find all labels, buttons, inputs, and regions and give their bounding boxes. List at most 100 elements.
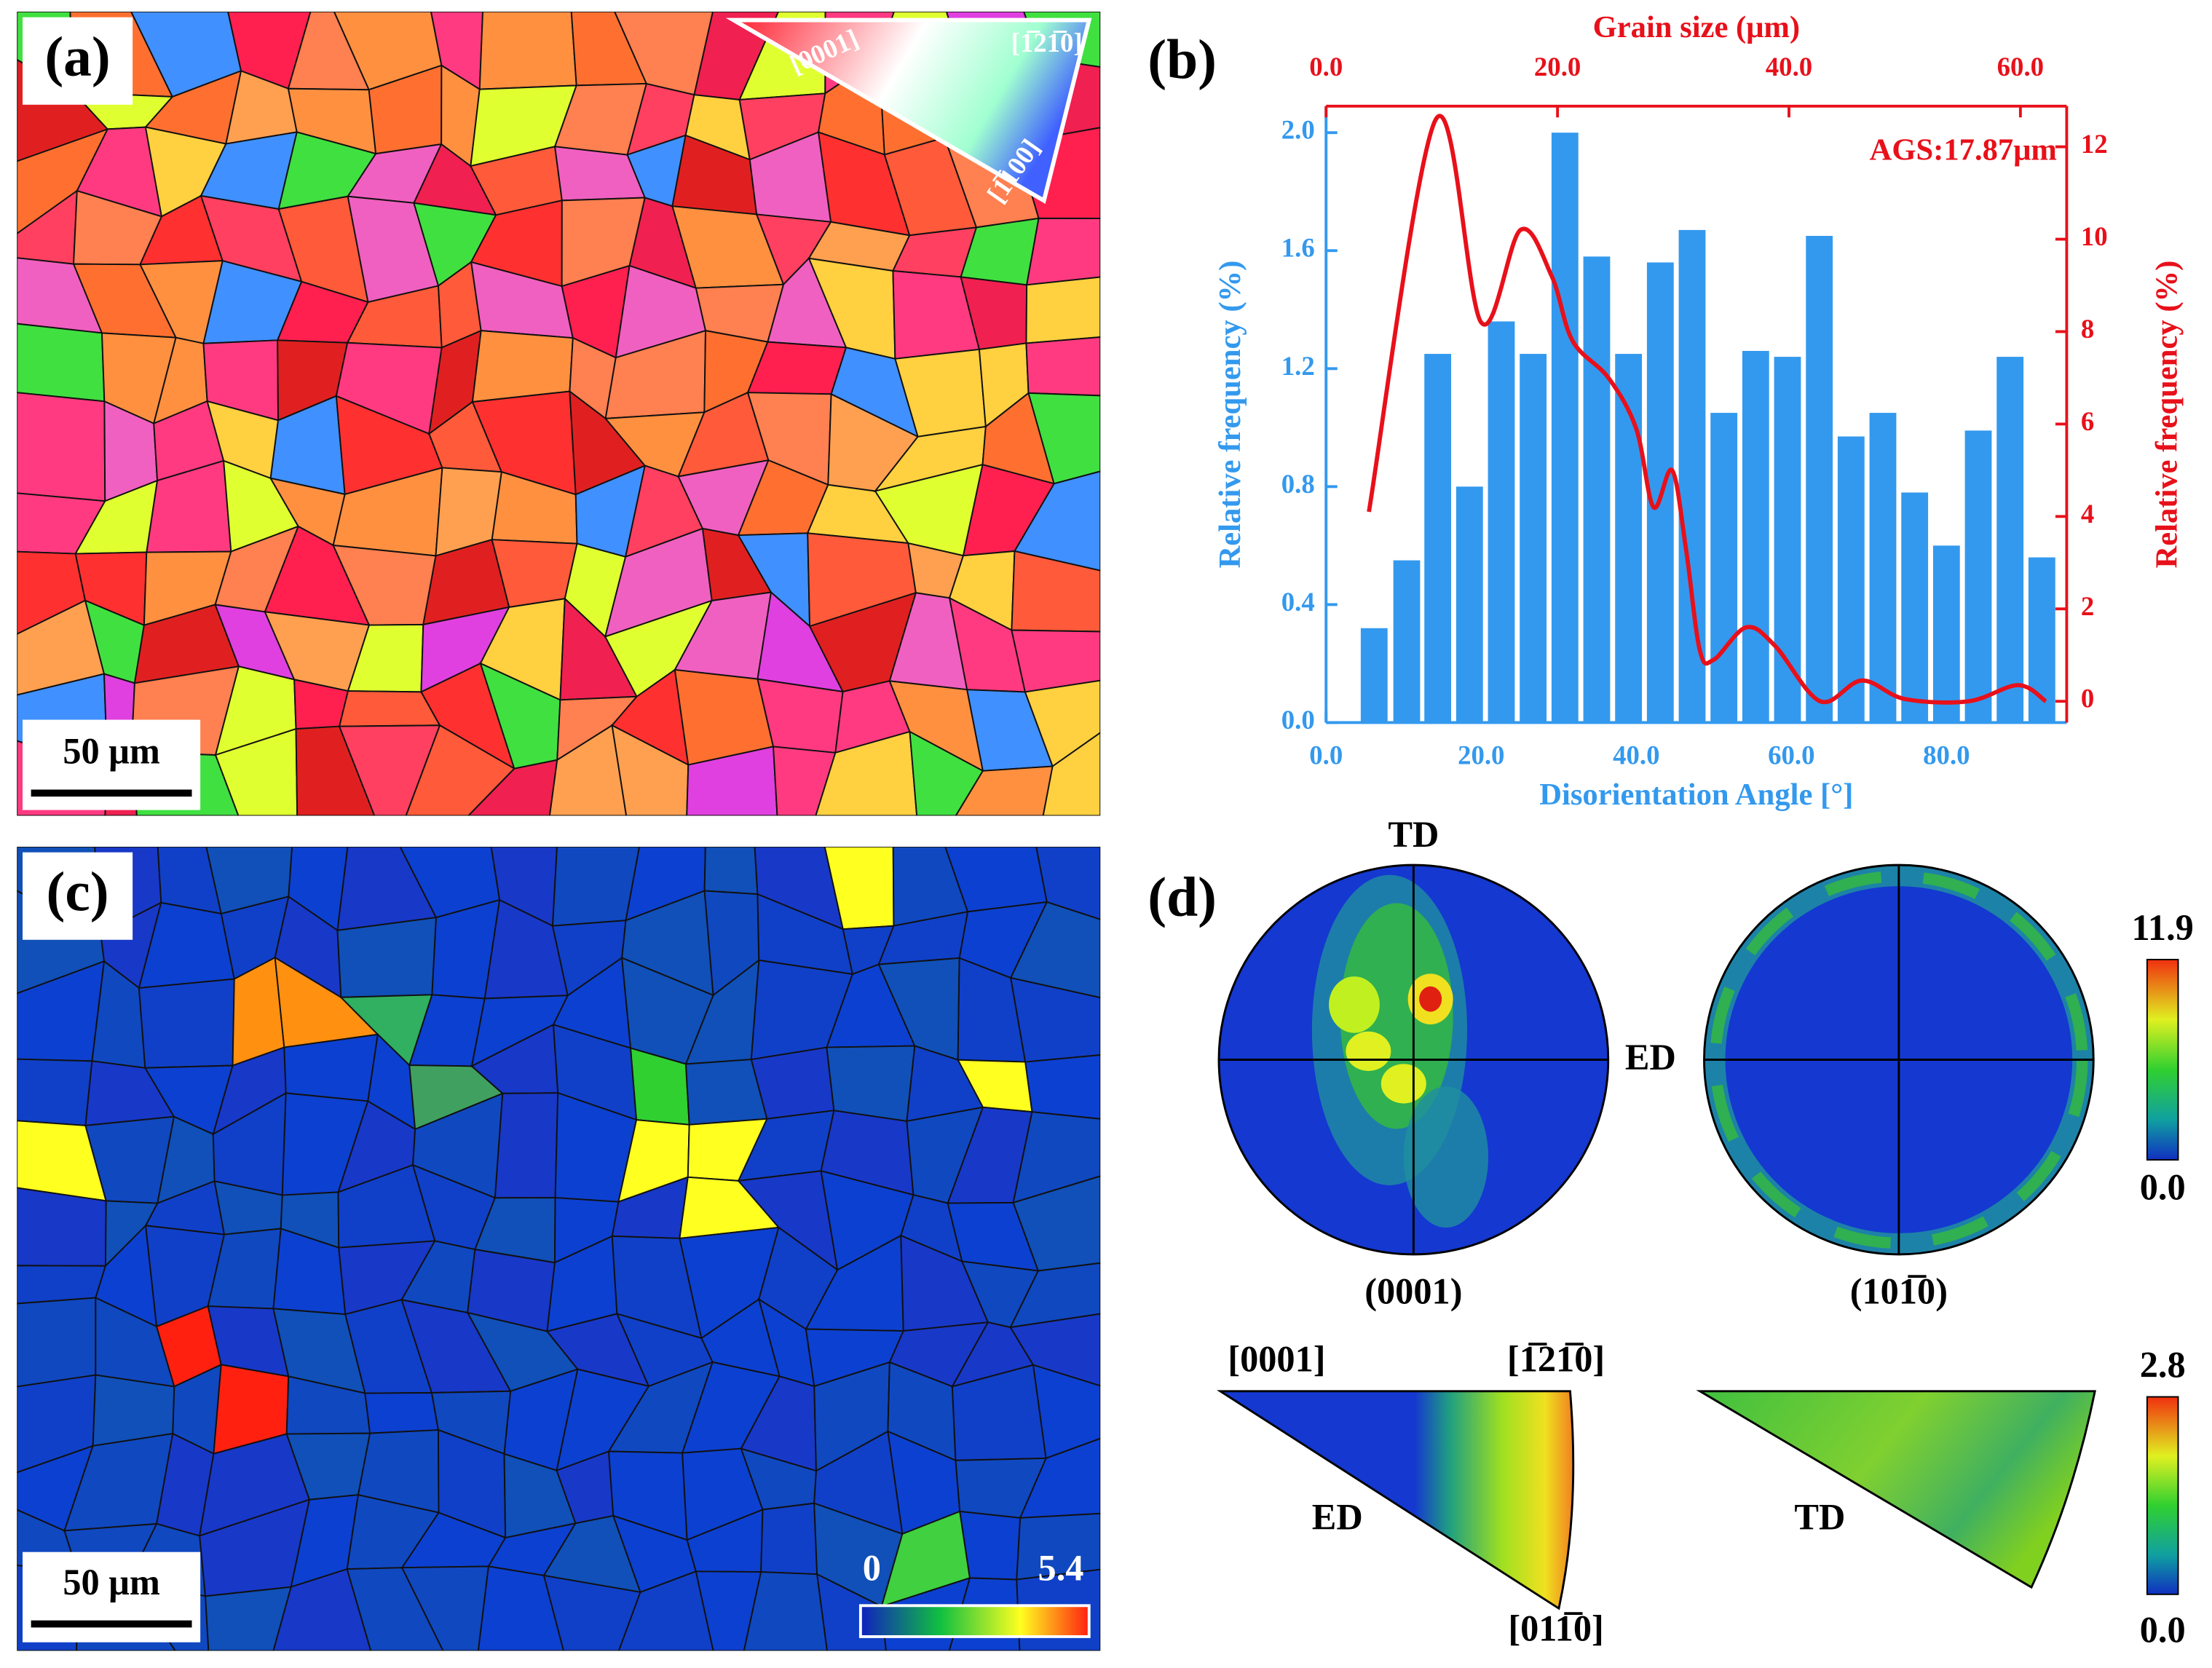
- grain: [695, 1570, 762, 1651]
- bar: [1360, 628, 1388, 723]
- bar: [1455, 486, 1483, 723]
- x-tick-label: 20.0: [1458, 740, 1504, 770]
- colorbar: [858, 1604, 1091, 1638]
- bar: [1774, 357, 1801, 723]
- x-tick-label: 60.0: [1768, 740, 1814, 770]
- grain: [1012, 1111, 1101, 1204]
- bar: [1837, 436, 1865, 723]
- grain: [686, 746, 778, 816]
- grain: [955, 765, 1054, 816]
- grain: [959, 1510, 1022, 1581]
- grain: [336, 917, 438, 998]
- colorbar-label: 0: [863, 1547, 881, 1588]
- panel-label: (c): [47, 860, 109, 922]
- panel-label-bg: [23, 852, 133, 940]
- grain: [1019, 1437, 1101, 1519]
- axis-name: ED: [1625, 1037, 1676, 1078]
- pole-figure: [1703, 863, 2095, 1256]
- inverse-pole-figure: [1696, 1390, 2096, 1589]
- inverse-pole-figure: [1216, 1390, 1575, 1610]
- pole-figure-label: (101̅0): [1850, 1271, 1948, 1312]
- colorbar: [2146, 1396, 2179, 1595]
- grain: [478, 11, 577, 90]
- pole-figure-label: (0001): [1364, 1271, 1462, 1312]
- x2-tick-label: 60.0: [1997, 52, 2044, 82]
- x2-tick-label: 20.0: [1534, 52, 1581, 82]
- grain: [1024, 679, 1101, 768]
- y-tick-label: 0.4: [1281, 587, 1315, 617]
- bar: [1424, 354, 1452, 723]
- grain: [548, 724, 628, 816]
- grain: [1012, 1175, 1101, 1272]
- bar: [1932, 545, 1960, 723]
- grain: [1027, 392, 1101, 485]
- colorbar-label: 0.0: [2140, 1610, 2186, 1651]
- x2-axis-label: Grain size (μm): [1593, 10, 1800, 44]
- bar: [1869, 413, 1897, 723]
- x-tick-label: 40.0: [1613, 740, 1659, 770]
- grain: [17, 1187, 107, 1267]
- grain: [617, 1570, 714, 1651]
- grain: [1011, 550, 1101, 633]
- grain: [909, 730, 984, 816]
- grain: [400, 1565, 490, 1651]
- bar: [1806, 236, 1833, 723]
- bar: [1615, 354, 1643, 723]
- grain: [205, 1586, 293, 1651]
- grain: [17, 392, 106, 502]
- panel-label: (d): [1148, 866, 1217, 928]
- grain: [1009, 1262, 1101, 1329]
- x-tick-label: 0.0: [1309, 740, 1343, 770]
- panel-label: (a): [44, 25, 110, 87]
- grain: [494, 1092, 559, 1199]
- y2-tick-label: 10: [2081, 221, 2108, 251]
- bar: [1964, 430, 1992, 723]
- grain: [1025, 276, 1101, 344]
- pole-contours: [1311, 874, 1489, 1228]
- panel-label-bg: [23, 17, 133, 105]
- grain: [1009, 1313, 1101, 1387]
- x2-tick-label: 0.0: [1309, 52, 1343, 82]
- x-tick-label: 80.0: [1923, 740, 1970, 770]
- y2-tick-label: 8: [2081, 314, 2094, 344]
- ipf-axis: TD: [1794, 1497, 1845, 1538]
- colorbar-label: 0.0: [2140, 1166, 2186, 1207]
- grain: [295, 725, 376, 816]
- grain: [1016, 1512, 1101, 1581]
- y-tick-label: 0.0: [1281, 705, 1315, 735]
- grain: [471, 330, 574, 403]
- ipf-key: [725, 17, 1092, 205]
- bar: [1901, 492, 1929, 723]
- kam-map: [17, 846, 1101, 1651]
- y2-tick-label: 4: [2081, 499, 2094, 529]
- grain: [1025, 217, 1101, 286]
- bar: [1710, 413, 1738, 723]
- bar: [1996, 357, 2024, 723]
- grain: [477, 1565, 565, 1651]
- grain: [1011, 629, 1101, 693]
- y2-tick-label: 2: [2081, 591, 2094, 621]
- grain: [17, 323, 106, 403]
- grain: [214, 727, 299, 816]
- colorbar: [2146, 958, 2179, 1161]
- grain: [338, 724, 441, 816]
- axis-name: TD: [1388, 814, 1439, 855]
- x2-tick-label: 40.0: [1766, 52, 1812, 82]
- y2-tick-label: 12: [2081, 129, 2108, 159]
- grain: [1042, 732, 1101, 816]
- x-axis-label: Disorientation Angle [°]: [1539, 778, 1853, 812]
- grain: [1009, 976, 1101, 1063]
- ipf-label: [1̅21̅0]: [1507, 1339, 1605, 1380]
- y-tick-label: 1.6: [1281, 233, 1315, 263]
- scale-bar-label: 50 μm: [63, 1562, 159, 1602]
- grain: [17, 1058, 93, 1126]
- bar: [2028, 557, 2055, 723]
- grain: [138, 978, 235, 1069]
- grain: [1025, 336, 1101, 397]
- annotation: AGS:17.87μm: [1870, 133, 2057, 167]
- ebsd-map: [17, 11, 1101, 816]
- y2-axis-label: Relative frequency (%): [2150, 261, 2184, 569]
- grain: [467, 759, 558, 816]
- grain: [773, 746, 837, 816]
